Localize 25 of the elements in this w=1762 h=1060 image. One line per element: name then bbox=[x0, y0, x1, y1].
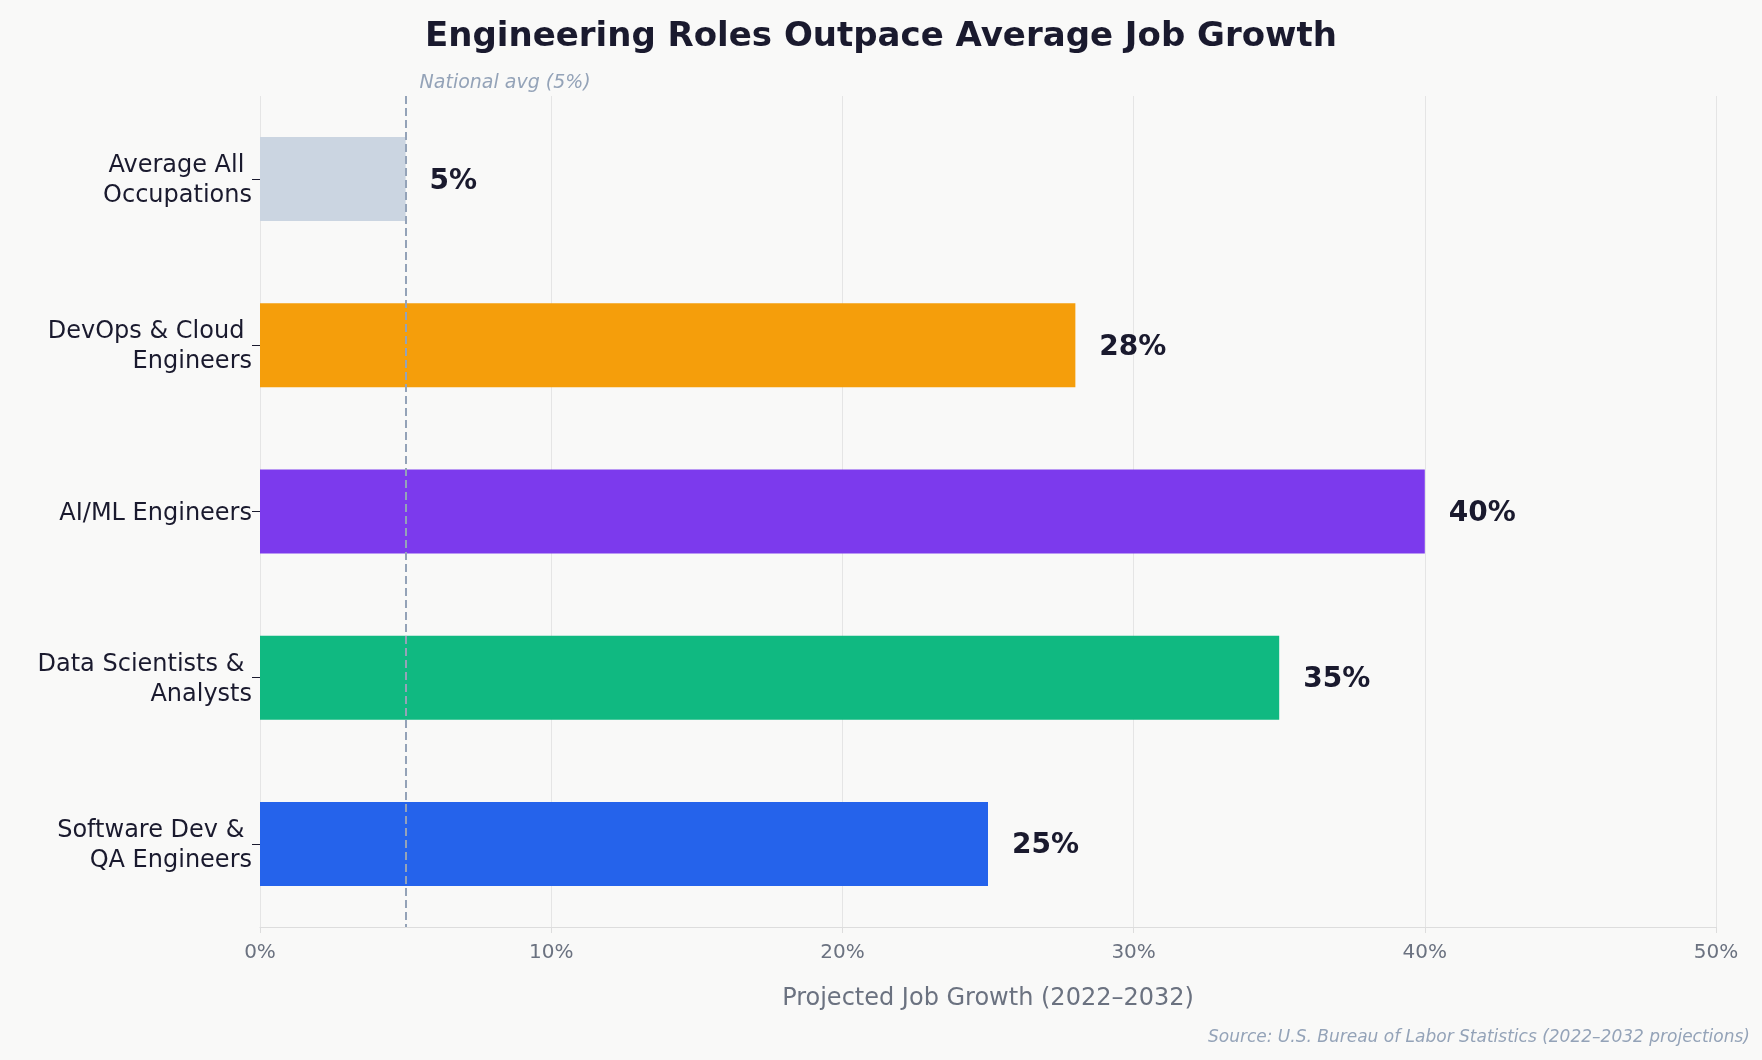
y-tick-label: AI/ML Engineers bbox=[59, 497, 252, 526]
data-label: 25% bbox=[1012, 827, 1080, 861]
chart-title: Engineering Roles Outpace Average Job Growth bbox=[425, 14, 1337, 54]
y-tick-label: Data Scientists & Analysts bbox=[37, 648, 252, 707]
y-tick-label: Software Dev & QA Engineers bbox=[57, 814, 252, 873]
bar bbox=[260, 137, 406, 222]
ref-line-label: National avg (5%) bbox=[419, 69, 591, 92]
bar bbox=[260, 469, 1425, 554]
y-tick-label: Average All Occupations bbox=[103, 150, 252, 209]
x-tick-label: 20% bbox=[820, 939, 865, 963]
bar bbox=[260, 801, 988, 886]
data-label: 5% bbox=[429, 162, 478, 196]
x-tick-label: 40% bbox=[1402, 939, 1448, 963]
bar bbox=[260, 635, 1280, 720]
x-tick-label: 50% bbox=[1693, 939, 1739, 963]
y-tick-label: DevOps & Cloud Engineers bbox=[47, 316, 252, 375]
x-tick-label: 0% bbox=[244, 939, 276, 963]
x-tick-label: 10% bbox=[528, 939, 574, 963]
data-label: 40% bbox=[1448, 495, 1516, 528]
x-tick-label: 30% bbox=[1111, 939, 1156, 963]
x-axis-title: Projected Job Growth (2022–2032) bbox=[782, 983, 1194, 1011]
data-label: 28% bbox=[1099, 328, 1167, 362]
source-note: Source: U.S. Bureau of Labor Statistics (2022–2032 projections) bbox=[1207, 1025, 1751, 1046]
data-label: 35% bbox=[1303, 661, 1371, 695]
bar bbox=[260, 303, 1076, 388]
